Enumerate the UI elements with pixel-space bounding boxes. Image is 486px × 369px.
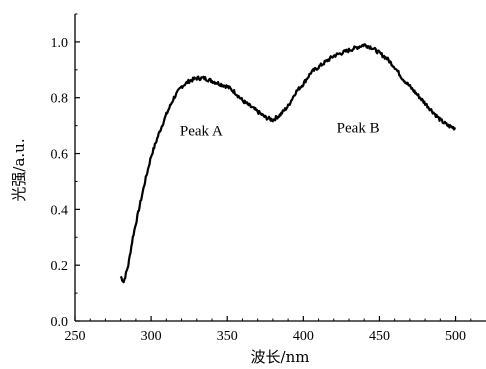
chart-axes <box>74 14 486 322</box>
peak-annotation: Peak A <box>180 123 223 139</box>
peak-annotation: Peak B <box>337 121 380 137</box>
x-axis-ticks: 250 300 350 400 450 500 <box>65 316 472 344</box>
y-tick-label: 1.0 <box>51 36 69 51</box>
y-tick-label: 0.8 <box>51 92 69 107</box>
y-axis-label: 光强/a.u. <box>10 138 28 201</box>
y-tick-label: 0.0 <box>51 315 69 330</box>
series-line <box>119 43 457 284</box>
x-tick-label: 300 <box>141 329 162 344</box>
x-tick-label: 450 <box>369 329 390 344</box>
y-axis-ticks: 0.0 0.2 0.4 0.6 0.8 1.0 <box>51 13 80 330</box>
y-tick-label: 0.6 <box>51 148 69 163</box>
x-tick-label: 400 <box>293 329 314 344</box>
y-tick-label: 0.2 <box>51 259 69 274</box>
y-tick-label: 0.4 <box>51 203 69 218</box>
annotations: Peak A Peak B <box>180 121 380 140</box>
x-tick-label: 250 <box>65 329 86 344</box>
x-tick-label: 500 <box>445 329 466 344</box>
x-axis-label: 波长/nm <box>251 348 310 366</box>
x-tick-label: 350 <box>217 329 238 344</box>
